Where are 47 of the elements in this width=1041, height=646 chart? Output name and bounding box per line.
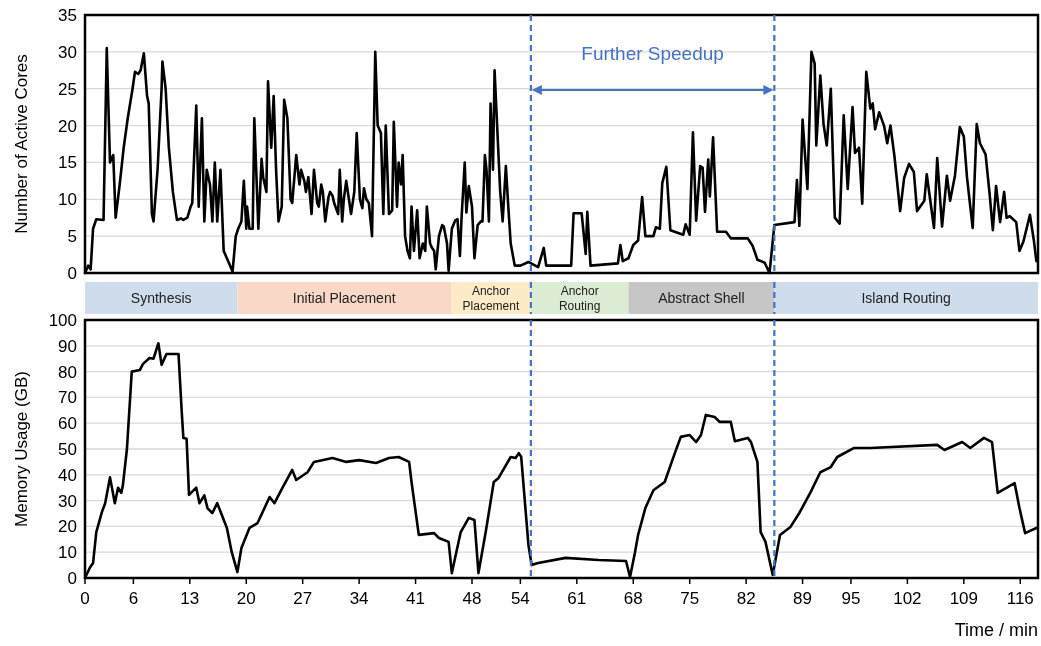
x-tick-label: 41 [406,589,426,608]
x-tick-label: 34 [349,589,369,608]
series-label: Synthesis [130,290,192,306]
series-label: Anchor Placement [462,284,520,313]
x-tick-label: 102 [893,589,922,608]
x-tick-label: 13 [180,589,200,608]
y-axis-title: Memory Usage (GB) [12,371,31,527]
x-axis-title: Time / min [954,620,1038,640]
y-axis-title: Number of Active Cores [12,54,31,234]
x-tick-label: 48 [462,589,482,608]
series-label: Abstract Shell [658,290,745,306]
x-tick-label: 68 [623,589,643,608]
annotation: Further Speedup [581,43,724,64]
x-tick-label: 0 [80,589,90,608]
x-tick-label: 89 [793,589,813,608]
y-tick-label: 80 [58,362,77,382]
y-tick-label: 10 [58,190,77,210]
series-label: Initial Placement [292,290,396,306]
series-label: Island Routing [861,290,951,306]
x-tick-label: 54 [510,589,530,608]
x-tick-label: 27 [293,589,313,608]
y-tick-label: 40 [58,465,77,485]
y-tick-label: 20 [58,116,77,136]
y-tick-label: 5 [67,227,77,247]
y-tick-label: 15 [58,153,77,173]
y-tick-label: 30 [58,491,77,511]
y-tick-label: 10 [58,543,77,563]
y-tick-label: 100 [48,311,77,330]
x-tick-label: 82 [736,589,756,608]
x-tick-label: 61 [567,589,587,608]
y-tick-label: 0 [67,569,77,588]
y-tick-label: 20 [58,517,77,537]
x-tick-label: 95 [841,589,861,608]
x-tick-label: 20 [236,589,256,608]
x-tick-label: 6 [128,589,139,608]
y-tick-label: 30 [58,42,77,62]
y-tick-label: 70 [58,388,77,408]
series-label: Anchor Routing [558,284,601,313]
y-tick-label: 90 [58,336,77,356]
y-tick-label: 0 [67,264,77,283]
y-tick-label: 50 [58,440,77,459]
x-tick-label: 116 [1006,589,1034,608]
y-tick-label: 60 [58,414,77,434]
y-tick-label: 25 [58,79,77,99]
y-tick-label: 35 [58,6,77,25]
x-tick-label: 75 [680,589,700,608]
x-tick-label: 109 [949,589,979,608]
